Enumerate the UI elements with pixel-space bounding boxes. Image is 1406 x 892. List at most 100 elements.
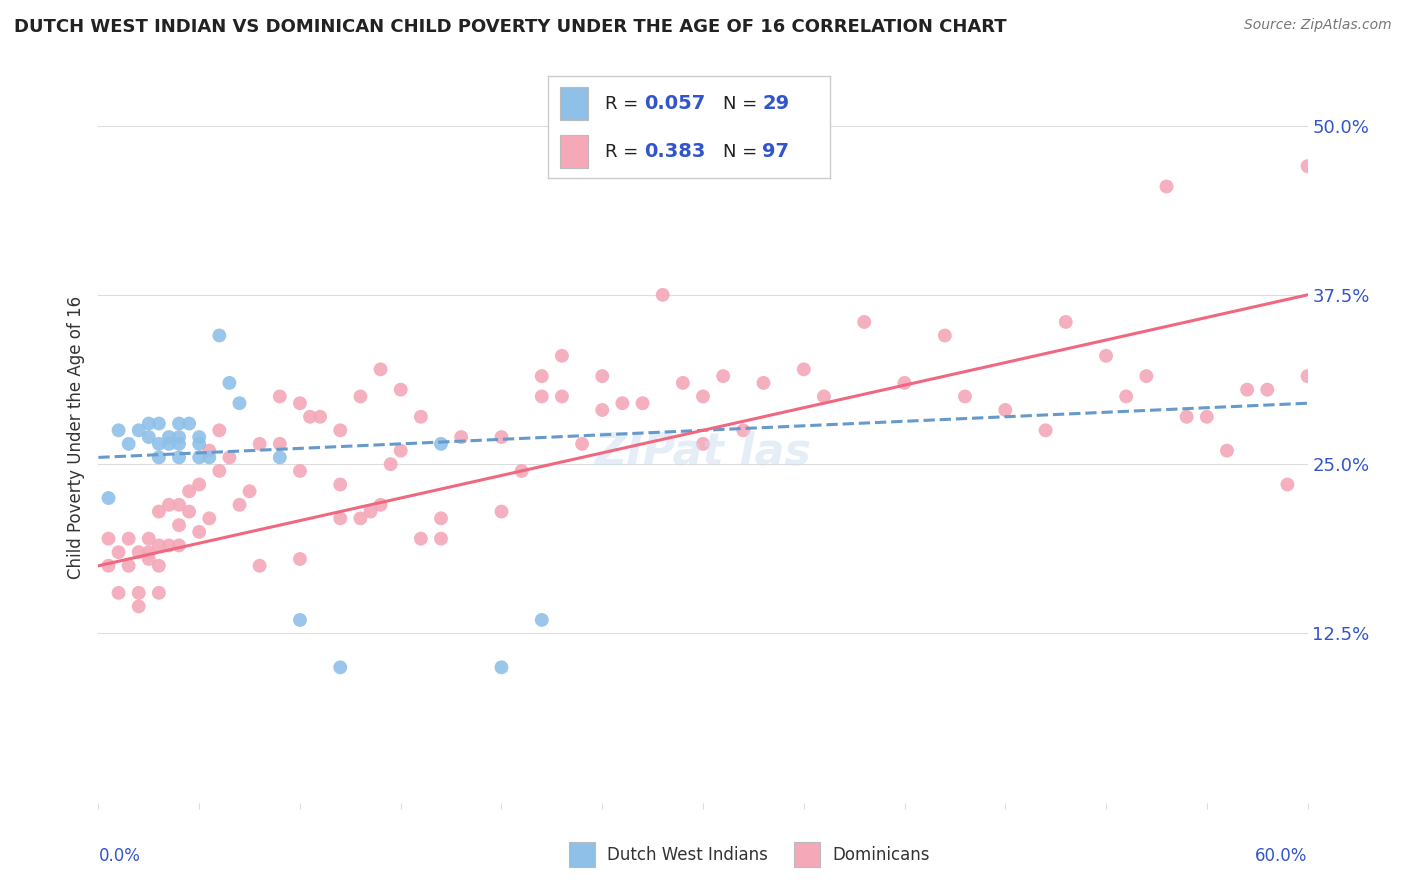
Point <box>288 464 311 478</box>
Point <box>380 457 402 471</box>
Text: Dutch West Indians: Dutch West Indians <box>607 846 768 863</box>
Point <box>288 552 311 566</box>
Point <box>1277 477 1299 491</box>
Point <box>118 558 141 573</box>
Point <box>118 437 141 451</box>
Point <box>208 423 231 437</box>
Point <box>138 417 160 431</box>
Point <box>269 389 291 403</box>
Point <box>148 558 170 573</box>
Point <box>249 558 271 573</box>
Text: 0.0%: 0.0% <box>98 847 141 865</box>
Text: Dominicans: Dominicans <box>832 846 929 863</box>
Point <box>269 437 291 451</box>
Point <box>1296 159 1319 173</box>
Point <box>934 328 956 343</box>
Point <box>1156 179 1178 194</box>
Point <box>188 450 211 465</box>
Point <box>309 409 332 424</box>
Point <box>591 369 613 384</box>
Point <box>188 524 211 539</box>
Text: 0.057: 0.057 <box>644 94 706 113</box>
Point <box>1135 369 1157 384</box>
Point <box>97 532 120 546</box>
Point <box>148 437 170 451</box>
Point <box>329 477 352 491</box>
Point <box>853 315 876 329</box>
Point <box>97 558 120 573</box>
Point <box>409 409 432 424</box>
Bar <box>560 136 588 168</box>
Point <box>370 362 392 376</box>
Point <box>530 613 553 627</box>
Point <box>167 450 190 465</box>
Point <box>107 423 129 437</box>
Text: 0.383: 0.383 <box>644 142 706 161</box>
Point <box>591 403 613 417</box>
Point <box>198 511 221 525</box>
Point <box>188 430 211 444</box>
Point <box>329 423 352 437</box>
Point <box>953 389 976 403</box>
Point <box>107 545 129 559</box>
Point <box>198 443 221 458</box>
Text: ZIPat las: ZIPat las <box>595 430 811 474</box>
Point <box>551 349 574 363</box>
Point <box>228 498 250 512</box>
Point <box>752 376 775 390</box>
Point <box>430 437 453 451</box>
Point <box>138 532 160 546</box>
Point <box>157 498 180 512</box>
Point <box>631 396 654 410</box>
Point <box>1095 349 1118 363</box>
Point <box>299 409 322 424</box>
Point <box>218 376 240 390</box>
Point <box>612 396 634 410</box>
Point <box>179 484 201 499</box>
Point <box>530 369 553 384</box>
Point <box>1175 409 1198 424</box>
Point <box>188 477 211 491</box>
Point <box>198 450 221 465</box>
Point <box>138 545 160 559</box>
Point <box>107 586 129 600</box>
Point <box>148 450 170 465</box>
Point <box>1115 389 1137 403</box>
Point <box>157 430 180 444</box>
Point <box>208 328 231 343</box>
Point <box>793 362 815 376</box>
Text: 97: 97 <box>762 142 789 161</box>
Point <box>148 417 170 431</box>
Point <box>349 511 371 525</box>
Point <box>672 376 695 390</box>
Point <box>228 396 250 410</box>
Point <box>571 437 593 451</box>
Point <box>692 437 714 451</box>
Point <box>1236 383 1258 397</box>
Text: Source: ZipAtlas.com: Source: ZipAtlas.com <box>1244 18 1392 32</box>
Point <box>1035 423 1057 437</box>
Point <box>994 403 1017 417</box>
Point <box>239 484 262 499</box>
Point <box>218 450 240 465</box>
Point <box>1256 383 1278 397</box>
Point <box>329 511 352 525</box>
Point <box>733 423 755 437</box>
Text: 29: 29 <box>762 94 789 113</box>
Point <box>167 417 190 431</box>
Text: R =: R = <box>605 95 644 112</box>
Point <box>208 464 231 478</box>
Point <box>128 599 150 614</box>
Point <box>167 538 190 552</box>
Point <box>389 443 412 458</box>
Point <box>269 450 291 465</box>
Point <box>1054 315 1077 329</box>
Y-axis label: Child Poverty Under the Age of 16: Child Poverty Under the Age of 16 <box>66 295 84 579</box>
Point <box>409 532 432 546</box>
Point <box>148 505 170 519</box>
Point <box>1296 369 1319 384</box>
Point <box>138 430 160 444</box>
Point <box>128 586 150 600</box>
Point <box>1195 409 1218 424</box>
Point <box>692 389 714 403</box>
